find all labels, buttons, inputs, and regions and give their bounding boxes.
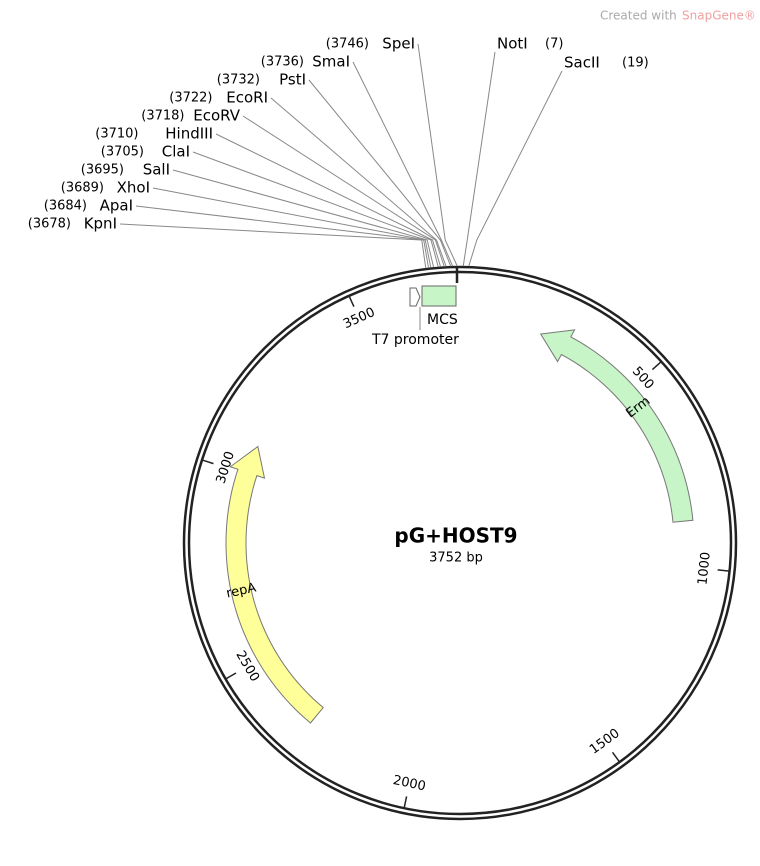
site-name: HindIII xyxy=(165,125,213,143)
site-name: SmaI xyxy=(312,53,350,71)
site-leader xyxy=(462,51,496,267)
site-position: (3736) xyxy=(261,55,304,70)
t7-arrow xyxy=(409,287,421,307)
site-name: KpnI xyxy=(84,215,117,233)
plasmid-name: pG+HOST9 xyxy=(394,524,517,548)
site-name: NotI xyxy=(497,35,528,53)
site-name: ApaI xyxy=(100,197,133,215)
feature-label: T7 promoter xyxy=(371,332,459,348)
tick-label: 1500 xyxy=(587,726,623,758)
tick-label: 2000 xyxy=(392,773,427,795)
site-position: (3684) xyxy=(44,199,87,214)
backbone-outer xyxy=(182,265,738,821)
mcs-box xyxy=(421,285,457,307)
site-leader xyxy=(468,70,563,267)
tick-mark xyxy=(651,361,662,371)
site-name: XhoI xyxy=(117,179,150,197)
site-leader xyxy=(119,223,427,269)
site-leader xyxy=(242,115,445,267)
site-leader xyxy=(352,61,454,267)
site-position: (3732) xyxy=(217,73,260,88)
site-name: EcoRV xyxy=(193,107,241,125)
site-leader xyxy=(308,79,452,267)
watermark-brand: SnapGene® xyxy=(682,9,756,23)
site-position: (3718) xyxy=(141,109,184,124)
site-position: (3705) xyxy=(101,145,144,160)
tick-mark xyxy=(348,295,355,308)
feature-label: MCS xyxy=(427,312,458,328)
tick-label: 1000 xyxy=(696,551,714,585)
site-position: (3678) xyxy=(28,217,71,232)
site-name: SpeI xyxy=(382,35,415,53)
site-leader xyxy=(270,97,447,267)
feature-label: repA xyxy=(225,580,258,601)
site-position: (3722) xyxy=(169,91,212,106)
site-leader xyxy=(215,133,442,267)
site-position: (3689) xyxy=(61,181,104,196)
feature-arrow xyxy=(539,329,694,523)
tick-mark xyxy=(201,459,214,465)
tick-mark xyxy=(611,751,621,763)
site-leader xyxy=(172,169,435,268)
site-leader xyxy=(135,205,430,268)
site-name: SalI xyxy=(143,161,170,179)
site-position: (7) xyxy=(545,37,563,52)
site-name: SacII xyxy=(564,54,600,72)
site-position: (3695) xyxy=(81,163,124,178)
site-name: PstI xyxy=(279,71,306,89)
site-name: EcoRI xyxy=(226,89,268,107)
site-position: (3710) xyxy=(95,127,138,142)
tick-mark xyxy=(717,569,730,572)
tick-mark xyxy=(403,796,408,809)
tick-mark xyxy=(225,672,237,680)
backbone-inner xyxy=(187,270,733,816)
tick-label: 3500 xyxy=(341,305,377,332)
site-position: (19) xyxy=(622,56,649,71)
watermark: Created with xyxy=(600,9,677,23)
site-name: ClaI xyxy=(162,143,190,161)
site-leader xyxy=(192,151,439,267)
site-leader xyxy=(417,43,458,267)
feature-arrow xyxy=(225,445,324,724)
plasmid-length: 3752 bp xyxy=(429,551,483,566)
site-position: (3746) xyxy=(326,37,369,52)
site-leader xyxy=(152,187,432,268)
